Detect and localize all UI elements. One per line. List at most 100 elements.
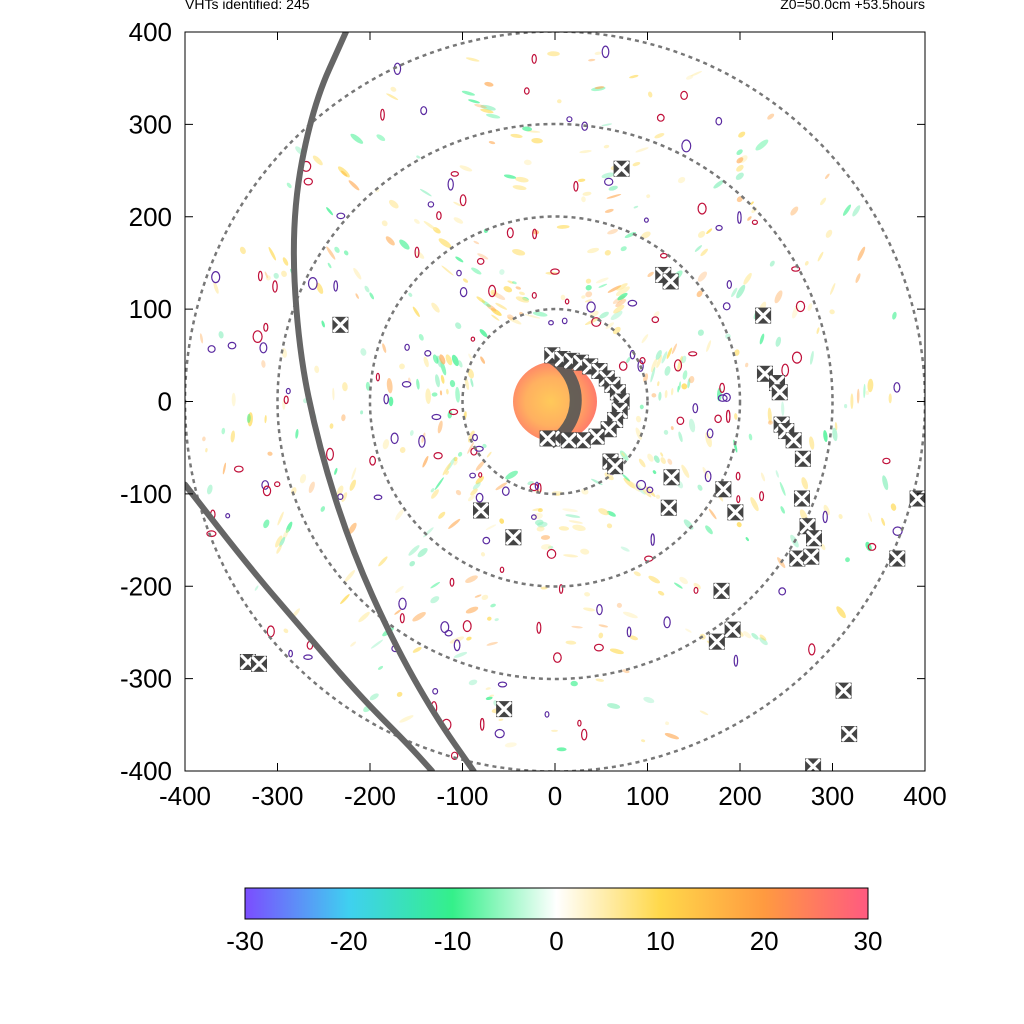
contour-loop (646, 486, 654, 494)
field-blob (623, 611, 638, 619)
contour-loop (639, 357, 646, 365)
field-blob (327, 262, 332, 269)
field-blob (881, 517, 886, 526)
contour-loop (892, 526, 903, 536)
field-blob (681, 383, 688, 390)
field-blob (430, 581, 441, 589)
field-blob (533, 512, 543, 520)
field-blob (660, 452, 664, 457)
field-blob (263, 519, 270, 529)
field-blob (736, 149, 743, 155)
field-blob (656, 355, 663, 368)
field-blob (453, 456, 458, 462)
field-blob (689, 418, 696, 433)
contour-loop (261, 480, 270, 490)
field-blob (515, 176, 529, 183)
field-blob (816, 327, 820, 334)
field-blob (430, 596, 440, 604)
contour-loop (448, 408, 459, 416)
field-blob (603, 144, 610, 149)
field-blob (332, 387, 335, 401)
vht-marker (708, 633, 725, 650)
field-blob (734, 349, 740, 356)
contour-loop (697, 202, 707, 215)
field-blob (558, 526, 570, 531)
contour-loop (808, 643, 816, 656)
field-blob (595, 678, 605, 682)
field-blob (537, 508, 543, 513)
field-blob (682, 370, 688, 380)
field-blob (358, 611, 370, 623)
field-blob (598, 624, 609, 628)
field-blob (315, 282, 324, 294)
field-blob (734, 413, 738, 420)
contour-loop (380, 108, 385, 121)
field-blob (750, 201, 754, 205)
vht-marker (539, 430, 556, 447)
vht-marker (588, 428, 605, 445)
y-tick-label: -300 (120, 664, 172, 694)
contour-loop (759, 491, 765, 502)
field-blob (666, 347, 673, 359)
contour-loop (456, 269, 462, 277)
field-blob (254, 585, 259, 591)
field-blob (643, 696, 655, 704)
field-blob (648, 91, 653, 98)
field-blob (629, 481, 641, 492)
field-blob (486, 641, 498, 646)
field-blob (465, 575, 478, 584)
contour-loop (263, 322, 269, 332)
y-tick-label: 200 (129, 202, 172, 232)
field-blob (823, 504, 830, 516)
field-blob (635, 415, 642, 423)
field-blob (791, 305, 799, 319)
contour-loop (893, 382, 901, 393)
field-blob (850, 393, 854, 410)
contour-loop (447, 178, 454, 191)
field-blob (474, 594, 482, 598)
contour-loop (644, 555, 654, 562)
field-blob (486, 303, 497, 312)
field-blob (348, 522, 357, 535)
contour-loop (211, 271, 221, 284)
contour-loop (681, 139, 692, 153)
field-blob (565, 514, 581, 518)
field-blob (594, 86, 605, 90)
field-blob (453, 201, 463, 207)
field-blob (755, 139, 769, 151)
field-blob (585, 278, 592, 284)
field-blob (736, 521, 742, 528)
field-blob (571, 625, 583, 629)
contour-loop (523, 87, 530, 95)
field-blob (892, 311, 897, 320)
contour-loop (627, 299, 638, 307)
field-blob (532, 311, 548, 317)
field-blob (445, 354, 453, 366)
y-tick-label: 100 (129, 294, 172, 324)
field-blob (620, 546, 630, 552)
field-blob (355, 293, 359, 299)
field-blob (601, 123, 613, 127)
field-blob (699, 710, 709, 716)
field-blob (512, 281, 517, 285)
contour-loop (726, 280, 733, 290)
field-blob (606, 510, 616, 517)
field-blob (465, 606, 479, 614)
contour-loop (462, 620, 472, 633)
x-tick-label: 400 (903, 781, 946, 811)
field-blob (632, 161, 641, 167)
contour-loop (274, 481, 281, 488)
field-blob (425, 388, 432, 404)
field-blob (616, 602, 622, 608)
field-blob (485, 524, 497, 531)
field-blob (541, 544, 552, 550)
contour-loop (659, 252, 668, 259)
colorbar-tick-label: 20 (750, 926, 779, 956)
field-blob (344, 569, 356, 583)
contour-loop (604, 177, 614, 186)
track-path (185, 481, 435, 771)
field-blob (412, 611, 426, 622)
field-blob (451, 354, 459, 367)
vht-marker (793, 490, 810, 507)
